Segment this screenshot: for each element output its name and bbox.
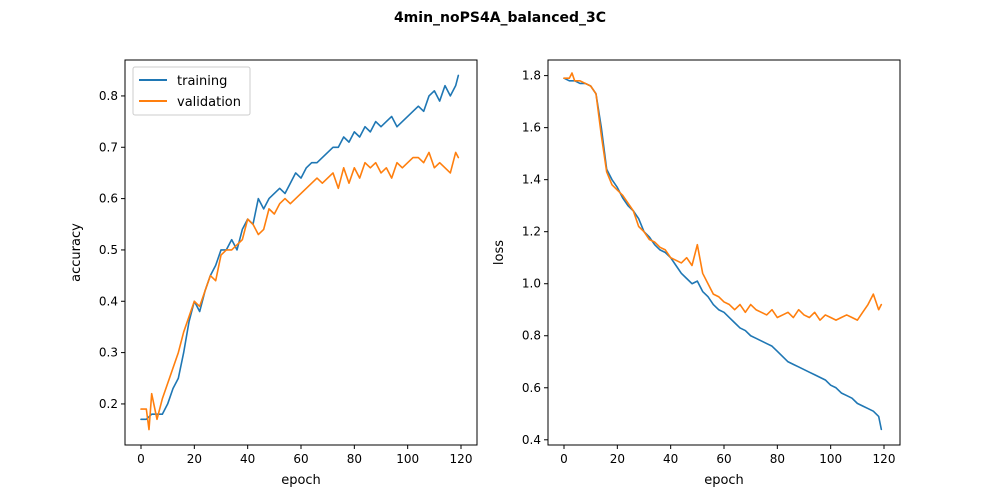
loss-plot-ytick-label: 1.6	[522, 121, 541, 135]
loss-plot-ytick-label: 1.4	[522, 173, 541, 187]
loss-plot-ytick-label: 1.2	[522, 225, 541, 239]
accuracy-plot-xtick-label: 120	[450, 452, 473, 466]
accuracy-plot-xtick-label: 80	[347, 452, 362, 466]
accuracy-plot-ylabel: accuracy	[69, 223, 84, 282]
accuracy-plot-ytick-label: 0.7	[99, 140, 118, 154]
loss-plot-frame	[547, 59, 901, 446]
loss-plot-xlabel: epoch	[704, 473, 744, 488]
accuracy-plot-series-training-line	[140, 74, 460, 421]
accuracy-plot-xtick-label: 20	[187, 452, 202, 466]
accuracy-plot-legend: training validation	[132, 66, 251, 116]
loss-plot-ytick-label: 1.8	[522, 69, 541, 83]
loss-plot-xtick-label: 80	[770, 452, 785, 466]
loss-plot-ytick-label: 0.4	[522, 433, 541, 447]
accuracy-plot: 0 20 40 60 80 100 120 0.2 0.3 0.4 0.5 0.6 0.7 0.8 epo…	[69, 59, 478, 488]
loss-plot-xtick-label: 0	[560, 452, 568, 466]
loss-plot-xtick-label: 20	[610, 452, 625, 466]
legend-label-validation: validation	[177, 95, 241, 110]
loss-plot-ylabel: loss	[492, 240, 507, 265]
loss-plot-xtick-label: 120	[873, 452, 896, 466]
accuracy-plot-ytick-label: 0.3	[99, 346, 118, 360]
loss-plot-xtick-label: 100	[819, 452, 842, 466]
loss-plot-ytick-label: 0.8	[522, 329, 541, 343]
accuracy-plot-ytick-label: 0.6	[99, 192, 118, 206]
accuracy-plot-xtick-label: 0	[137, 452, 145, 466]
accuracy-plot-xtick-label: 60	[293, 452, 308, 466]
accuracy-plot-xlabel: epoch	[281, 473, 321, 488]
loss-plot-series-training-line	[563, 77, 883, 431]
accuracy-plot-ytick-label: 0.8	[99, 89, 118, 103]
legend-label-training: training	[177, 74, 227, 89]
accuracy-plot-xtick-label: 40	[240, 452, 255, 466]
figure-title: 4min_noPS4A_balanced_3C	[394, 10, 606, 26]
accuracy-plot-ytick-label: 0.5	[99, 243, 118, 257]
loss-plot-series-validation-line	[563, 72, 883, 321]
accuracy-plot-ytick-label: 0.2	[99, 397, 118, 411]
loss-plot: 0 20 40 60 80 100 1200.40.60.81.01.21.41.61.8 …	[492, 59, 901, 488]
accuracy-plot-ytick-label: 0.4	[99, 294, 118, 308]
loss-plot-xtick-label: 40	[663, 452, 678, 466]
accuracy-plot-series-validation-line	[140, 151, 460, 431]
loss-plot-xtick-label: 60	[716, 452, 731, 466]
loss-plot-ytick-label: 0.6	[522, 381, 541, 395]
accuracy-plot-xtick-label: 100	[396, 452, 419, 466]
accuracy-plot-frame	[124, 59, 478, 446]
loss-plot-ytick-label: 1.0	[522, 277, 541, 291]
